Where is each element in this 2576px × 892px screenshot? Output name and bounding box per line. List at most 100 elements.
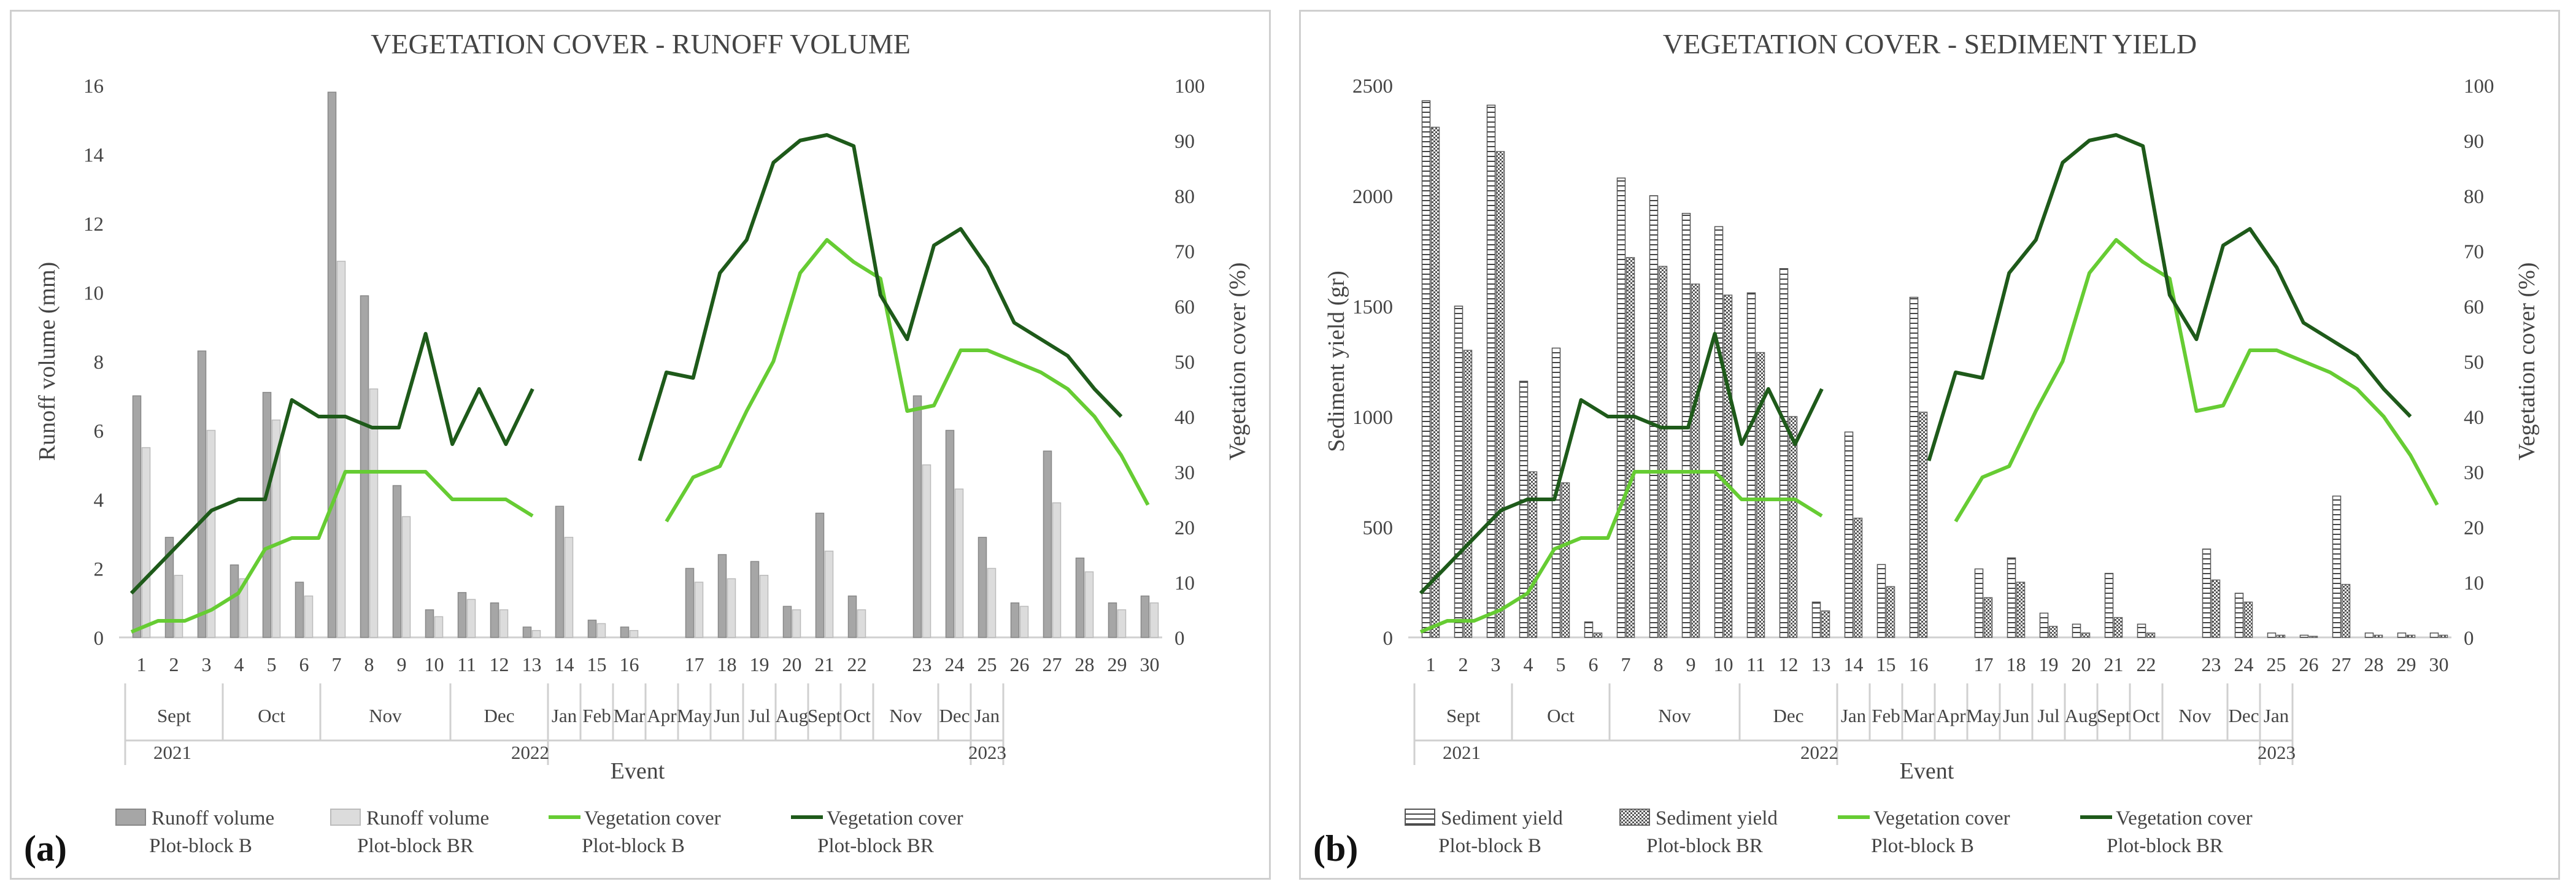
bar-series-1: [2234, 593, 2244, 638]
bar-series-2: [2374, 634, 2383, 638]
x-tick-label: 9: [397, 653, 407, 675]
y-tick-label: 10: [83, 283, 104, 305]
y-tick-label: 2500: [1352, 75, 1393, 98]
x-tick-label: 4: [1524, 653, 1533, 675]
y2-tick-label: 80: [1174, 186, 1195, 208]
x-tick-label: 7: [1621, 653, 1631, 675]
y2-tick-label: 100: [1174, 75, 1205, 98]
month-label: Nov: [1658, 705, 1691, 726]
y-axis-label: Sediment yield (gr): [1324, 271, 1349, 452]
month-label: Feb: [1872, 705, 1900, 726]
bar-series-1: [1486, 104, 1496, 638]
legend-sublabel: Plot-block BR: [2107, 835, 2223, 857]
bar-series-2: [1853, 517, 1863, 638]
month-label: May: [677, 705, 712, 726]
legend-sublabel: Plot-block B: [1438, 835, 1541, 857]
legend-label: Vegetation cover: [2116, 807, 2253, 829]
bar-series-2: [499, 609, 509, 638]
bar-series-1: [197, 350, 207, 638]
bar-series-2: [434, 616, 444, 638]
bar-series-1: [2267, 632, 2277, 638]
y2-tick-label: 80: [2464, 186, 2484, 208]
y2-tick-label: 10: [1174, 572, 1195, 594]
y2-tick-label: 60: [2464, 296, 2484, 318]
bar-series-1: [1844, 431, 1854, 638]
year-label: 2023: [2258, 742, 2296, 763]
bar-series-1: [2072, 623, 2081, 638]
x-tick-label: 19: [750, 653, 769, 675]
bar-series-1: [262, 391, 272, 638]
x-tick-label: 5: [1556, 653, 1566, 675]
y-tick-label: 12: [83, 213, 104, 236]
month-label: Mar: [614, 705, 646, 726]
y2-tick-label: 70: [1174, 241, 1195, 263]
bar-series-2: [1052, 502, 1062, 638]
y2-tick-label: 10: [2464, 572, 2484, 594]
y2-tick-label: 50: [1174, 352, 1195, 374]
bar-series-1: [360, 295, 369, 638]
bar-series-1: [2104, 572, 2114, 638]
bar-series-2: [596, 623, 606, 638]
bar-series-1: [2039, 612, 2049, 638]
bar-series-1: [1746, 292, 1756, 638]
y2-tick-label: 60: [1174, 296, 1195, 318]
legend-label: Runoff volume: [366, 807, 489, 829]
bar-series-1: [1974, 568, 1984, 638]
bar-series-2: [857, 609, 866, 638]
bar-series-2: [401, 516, 411, 638]
bar-series-1: [229, 564, 239, 638]
bar-series-2: [2308, 636, 2318, 638]
bar-series-1: [164, 537, 174, 638]
bar-series-1: [2364, 632, 2374, 638]
chart-a: VEGETATION COVER - RUNOFF VOLUME02468101…: [34, 28, 1251, 857]
month-label: Jan: [2264, 705, 2289, 726]
x-tick-label: 28: [2364, 653, 2384, 675]
x-tick-label: 3: [202, 653, 212, 675]
bar-series-2: [206, 429, 216, 638]
bar-series-1: [555, 506, 565, 638]
legend-swatch-bar: [1619, 809, 1650, 826]
legend-sublabel: Plot-block B: [149, 835, 252, 857]
month-label: Jul: [2037, 705, 2059, 726]
y-tick-label: 1500: [1352, 296, 1393, 318]
x-tick-label: 11: [457, 653, 476, 675]
bar-series-2: [564, 537, 574, 638]
legend-sublabel: Plot-block B: [1871, 835, 1974, 857]
x-tick-label: 12: [490, 653, 509, 675]
bar-series-1: [815, 512, 825, 638]
y2-tick-label: 30: [1174, 462, 1195, 484]
month-label: Sept: [2097, 705, 2131, 726]
y2-axis-label: Vegetation cover (%): [2514, 263, 2540, 461]
bar-series-2: [1886, 586, 1895, 638]
bar-series-2: [239, 578, 249, 638]
bar-series-1: [457, 592, 467, 638]
bar-series-2: [954, 488, 964, 638]
x-tick-label: 2: [169, 653, 179, 675]
bar-series-2: [2243, 601, 2253, 638]
legend-label: Vegetation cover: [827, 807, 963, 829]
x-tick-label: 21: [2104, 653, 2124, 675]
bar-series-1: [2299, 634, 2309, 638]
x-tick-label: 16: [620, 653, 639, 675]
bar-series-1: [978, 537, 987, 638]
legend-label: Vegetation cover: [584, 807, 721, 829]
x-tick-label: 16: [1909, 653, 1929, 675]
y-axis-label: Runoff volume (mm): [34, 262, 60, 461]
month-label: Apr: [1936, 705, 1966, 726]
bar-series-1: [392, 485, 402, 638]
line-veg-cover-br: [1927, 133, 2412, 461]
x-tick-label: 13: [522, 653, 542, 675]
x-tick-label: 10: [1714, 653, 1733, 675]
bar-series-2: [1019, 606, 1029, 638]
bar-series-1: [1616, 177, 1626, 638]
x-tick-label: 20: [2072, 653, 2091, 675]
line-veg-cover-b: [130, 470, 534, 634]
bar-series-1: [945, 429, 955, 638]
bar-series-1: [1714, 226, 1724, 638]
bar-series-2: [2048, 626, 2058, 638]
bar-series-2: [1691, 283, 1700, 638]
legend-label: Sediment yield: [1656, 807, 1778, 829]
y-tick-label: 6: [94, 421, 104, 443]
x-tick-label: 20: [782, 653, 802, 675]
chart-b: VEGETATION COVER - SEDIMENT YIELD0500100…: [1324, 28, 2540, 857]
